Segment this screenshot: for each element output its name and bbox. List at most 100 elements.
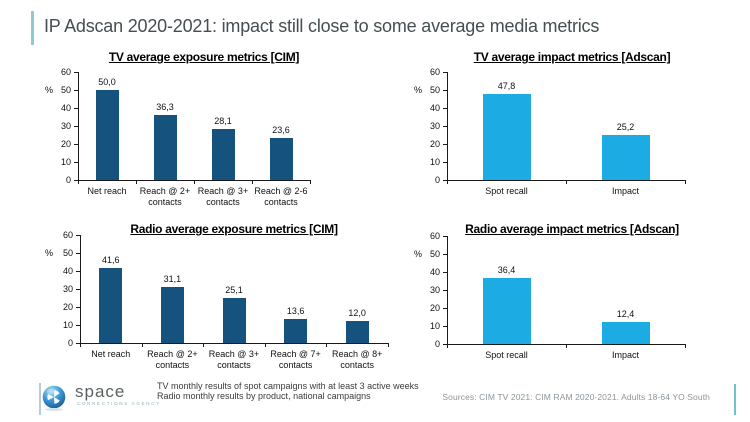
y-axis-unit-label: % [45,248,54,258]
bar [222,297,246,343]
y-tick-label: 60 [60,67,71,77]
bar-value-label: 41,6 [102,255,120,266]
y-tick-label: 20 [429,139,440,149]
y-tick [76,307,80,308]
bar-value-label: 12,0 [348,308,366,319]
y-axis-unit-label: % [414,249,423,259]
y-tick-label: 20 [429,303,440,313]
y-tick [443,90,447,91]
y-axis [447,72,448,181]
bar-value-label: 23,6 [272,124,290,135]
y-tick [443,344,447,345]
x-tick [252,180,253,184]
bar-value-label: 36,4 [497,265,516,276]
y-tick [443,308,447,309]
y-tick [74,90,78,91]
sources-text: Sources: CIM TV 2021: CIM RAM 2020-2021.… [442,392,710,402]
y-tick [74,126,78,127]
y-tick [76,289,80,290]
y-tick-label: 0 [434,175,440,185]
chart-title-radio-exposure: Radio average exposure metrics [CIM] [130,222,338,236]
bar [269,137,293,180]
y-tick-label: 10 [60,157,71,167]
logo-wordmark: space [75,382,126,401]
y-tick [74,180,78,181]
y-tick-label: 40 [429,267,440,277]
y-tick [76,325,80,326]
bar [153,114,177,180]
y-tick [74,108,78,109]
x-tick [203,343,205,347]
logo-tagline: CONNECTIONS AGENCY [77,401,161,406]
y-tick [443,126,447,127]
y-tick [443,162,447,163]
x-tick [194,180,195,184]
x-tick [141,343,143,347]
y-tick [443,180,447,181]
bar-value-label: 28,1 [214,116,232,127]
y-tick [443,290,447,291]
y-tick-label: 50 [429,85,440,95]
x-category-label: Net reach [87,186,127,196]
y-tick [443,254,447,255]
bar [601,321,650,344]
footer-notes: TV monthly results of spot campaigns wit… [157,381,437,401]
bar [160,287,184,343]
x-tick [566,180,567,184]
y-tick [76,235,80,236]
y-tick [74,162,78,163]
bar [482,93,531,180]
bar-value-label: 25,2 [616,121,635,132]
y-tick-label: 0 [67,338,73,348]
y-tick [443,236,447,237]
y-tick-label: 50 [429,249,440,259]
x-tick [388,343,389,347]
y-tick [443,272,447,273]
bar-value-label: 12,4 [616,308,635,319]
chart-title-tv-impact: TV average impact metrics [Adscan] [473,50,671,64]
x-tick [78,180,79,184]
bar [482,278,531,344]
x-category-label: Spot recall [485,186,528,196]
y-tick-label: 30 [60,121,71,131]
x-category-label: Reach @ 2+ contacts [139,186,191,207]
y-tick [443,72,447,73]
x-category-label: Impact [611,186,639,196]
x-category-label: Spot recall [485,350,528,360]
y-axis-unit-label: % [414,85,423,95]
bar-value-label: 50,0 [98,77,116,87]
y-tick [443,144,447,145]
y-tick [76,271,80,272]
x-tick [326,343,328,347]
sphere-swirl-icon [42,385,66,409]
y-tick [76,253,80,254]
chart-title-tv-exposure: TV average exposure metrics [CIM] [108,50,300,64]
y-tick-label: 60 [429,231,440,241]
y-axis [80,235,81,344]
x-category-label: Reach @ 3+ contacts [208,349,260,370]
y-tick-label: 30 [62,284,73,294]
footer-note-line1: TV monthly results of spot campaigns wit… [157,381,419,391]
x-category-label: Reach @ 2+ contacts [147,349,198,370]
y-axis-unit-label: % [45,85,54,95]
x-tick [685,344,686,348]
bar-value-label: 47,8 [497,80,516,91]
x-axis [80,343,389,344]
y-tick-label: 30 [429,285,440,295]
y-tick-label: 20 [62,302,73,312]
x-tick [566,344,567,348]
page-title: IP Adscan 2020-2021: impact still close … [44,16,600,36]
title-accent-bar [31,11,34,45]
x-tick [136,180,137,184]
x-category-label: Reach @ 2-6 contacts [254,186,308,207]
bar [601,134,650,180]
logo-divider-line [39,383,41,415]
bar-value-label: 25,1 [225,284,243,295]
y-tick-label: 0 [65,175,71,185]
y-tick-label: 40 [62,266,73,276]
x-category-label: Reach @ 7+ contacts [270,349,321,370]
bar [211,129,235,180]
y-axis [78,72,79,181]
bar [99,268,123,343]
